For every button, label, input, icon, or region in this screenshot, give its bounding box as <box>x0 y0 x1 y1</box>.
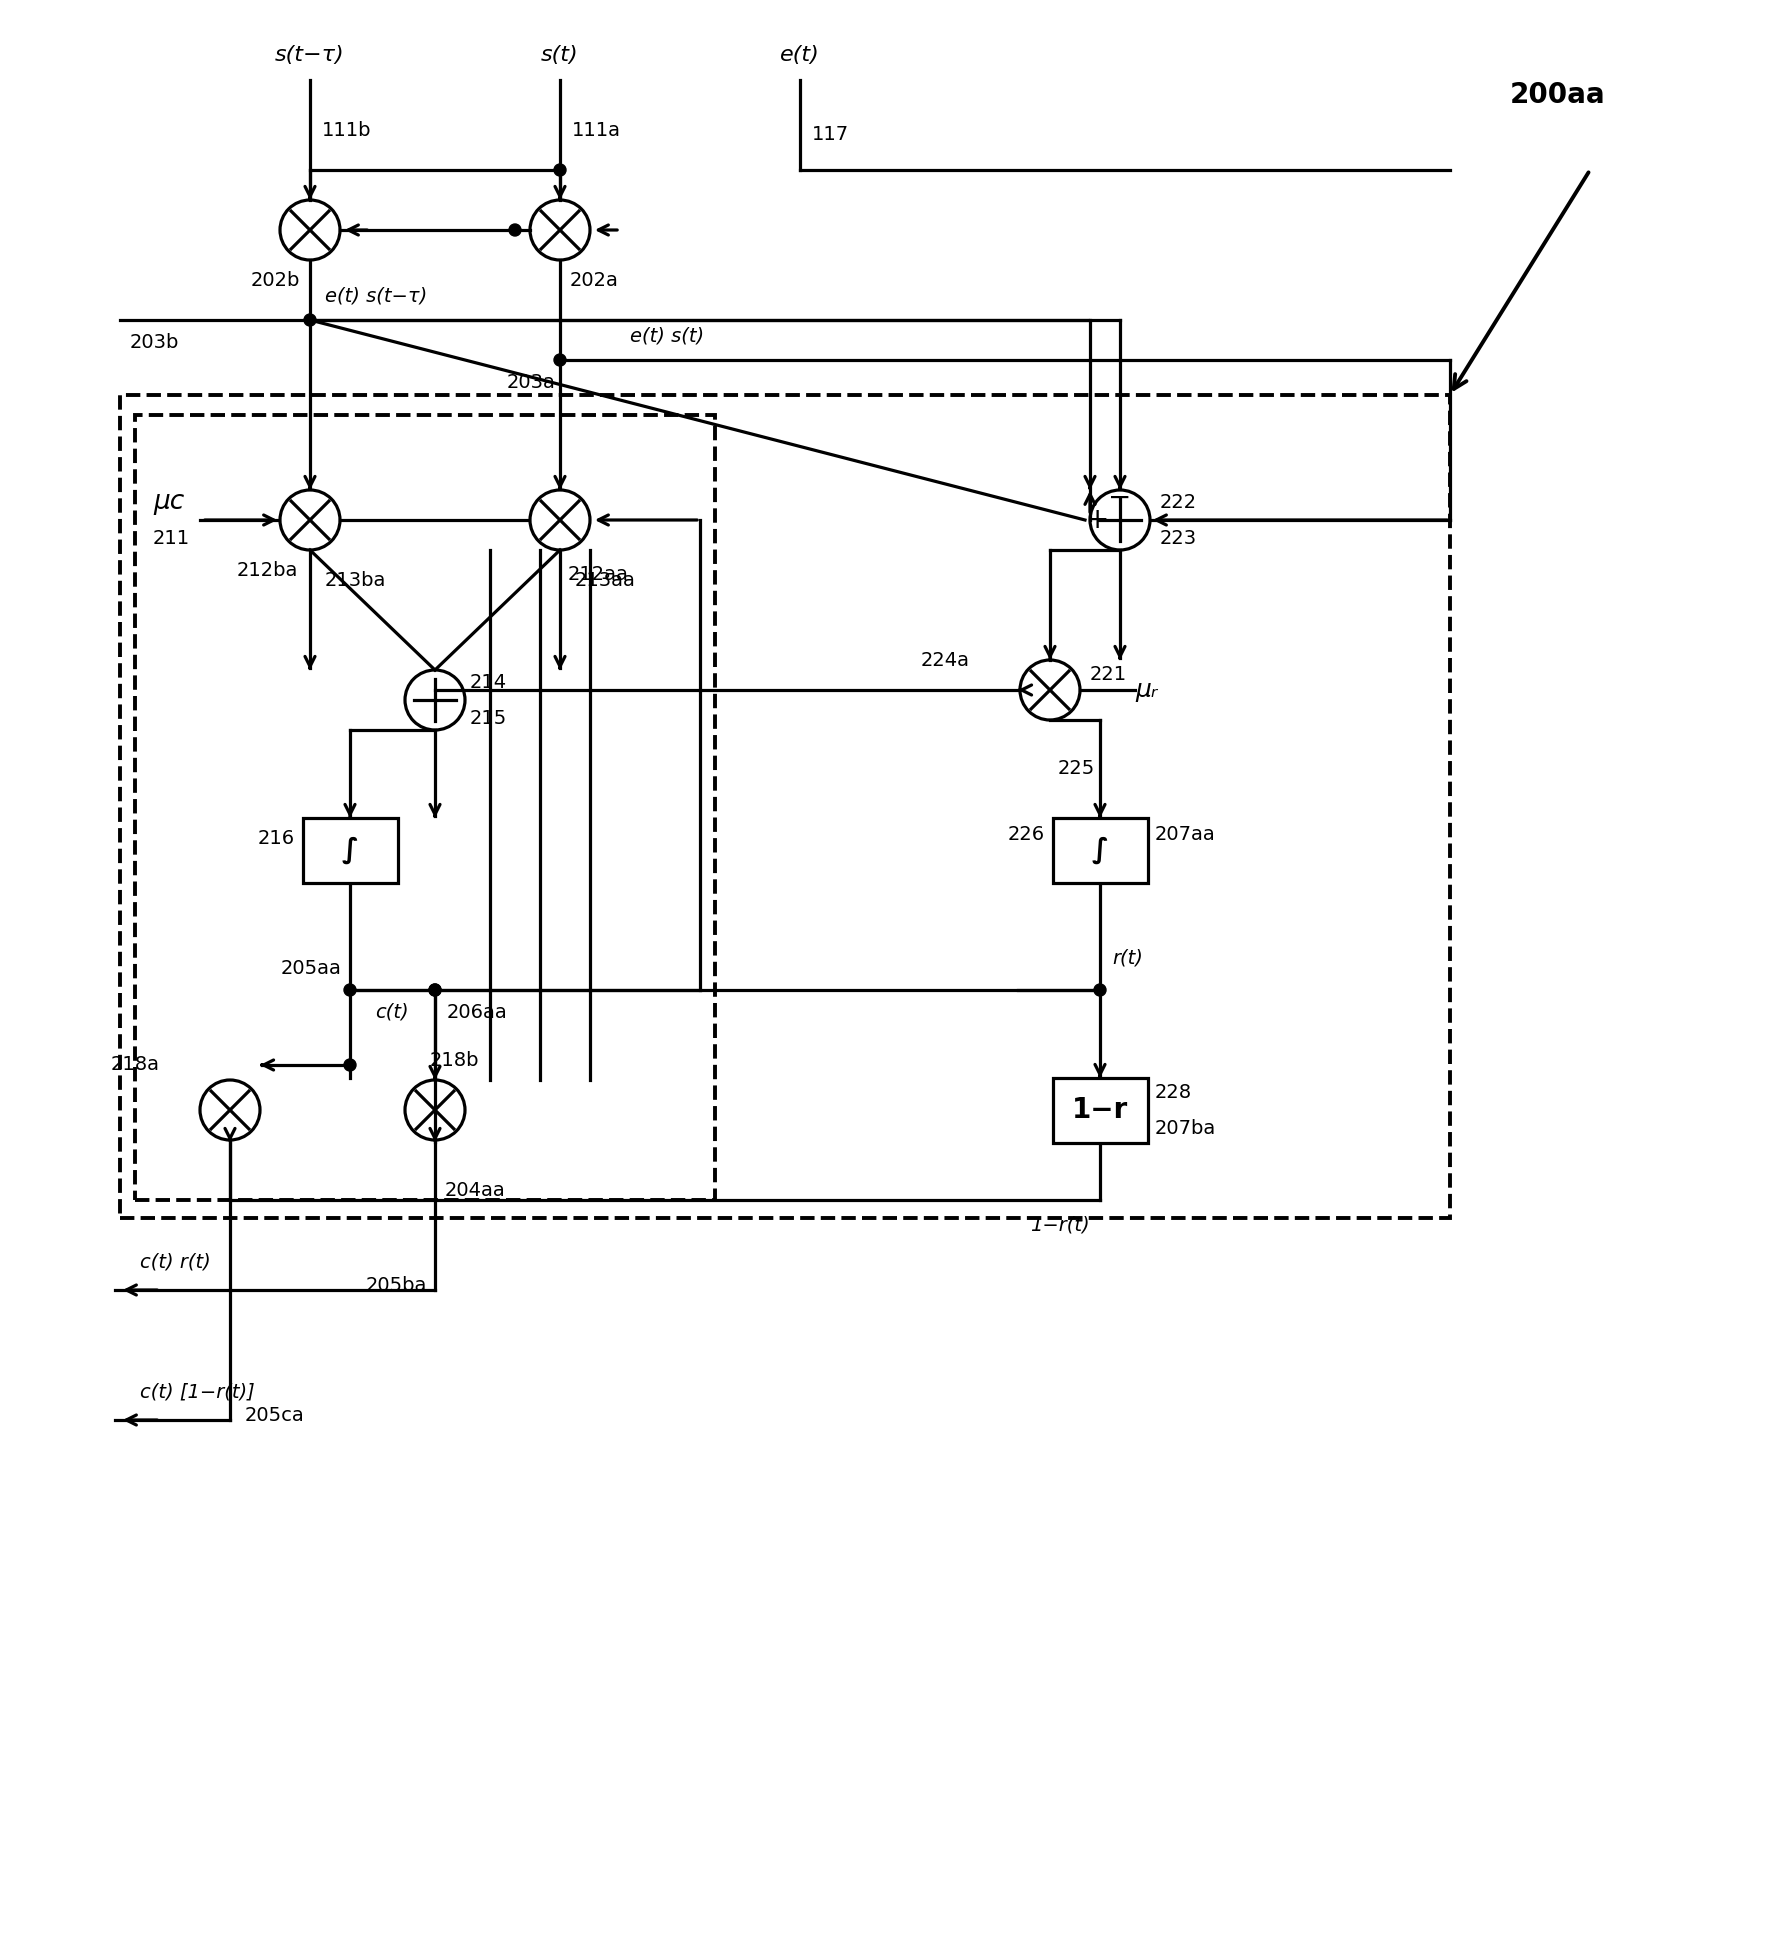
Text: 214: 214 <box>470 672 507 692</box>
Circle shape <box>554 163 566 177</box>
Text: s(t−τ): s(t−τ) <box>275 45 345 64</box>
Text: e(t): e(t) <box>780 45 820 64</box>
Text: 207aa: 207aa <box>1156 826 1216 845</box>
Bar <box>120 394 1450 1218</box>
Bar <box>302 818 398 882</box>
Text: 213ba: 213ba <box>325 571 386 589</box>
Text: ∫: ∫ <box>1091 835 1109 865</box>
Text: 213aa: 213aa <box>575 571 636 589</box>
Text: 111b: 111b <box>321 120 371 140</box>
Text: ∫: ∫ <box>341 835 359 865</box>
Text: 224a: 224a <box>922 651 970 670</box>
Text: 205ba: 205ba <box>366 1277 427 1294</box>
Text: 205aa: 205aa <box>280 958 341 977</box>
Text: 228: 228 <box>1156 1082 1191 1102</box>
Text: c(t) [1−r(t)]: c(t) [1−r(t)] <box>139 1383 255 1403</box>
Bar <box>136 416 714 1201</box>
Text: −: − <box>1109 484 1132 513</box>
Bar <box>1052 1078 1147 1142</box>
Circle shape <box>429 983 441 997</box>
Text: 202a: 202a <box>570 270 620 290</box>
Text: 1−r(t): 1−r(t) <box>1031 1216 1089 1234</box>
Text: 225: 225 <box>1057 760 1095 779</box>
Text: 212ba: 212ba <box>236 560 298 579</box>
Text: 200aa: 200aa <box>1509 82 1606 109</box>
Text: 207ba: 207ba <box>1156 1119 1216 1137</box>
Text: e(t) s(t−τ): e(t) s(t−τ) <box>325 286 427 305</box>
Text: 215: 215 <box>470 709 507 727</box>
Bar <box>1052 818 1147 882</box>
Text: c(t): c(t) <box>375 1003 409 1022</box>
Circle shape <box>345 1059 355 1071</box>
Text: 226: 226 <box>1007 826 1045 845</box>
Circle shape <box>429 983 441 997</box>
Circle shape <box>554 354 566 365</box>
Text: 205ca: 205ca <box>245 1407 305 1424</box>
Text: 117: 117 <box>813 126 848 144</box>
Text: μᴄ: μᴄ <box>154 490 184 515</box>
Circle shape <box>304 315 316 326</box>
Circle shape <box>509 223 522 235</box>
Text: 206aa: 206aa <box>446 1003 507 1022</box>
Text: 221: 221 <box>1089 666 1127 684</box>
Text: 204aa: 204aa <box>445 1181 505 1199</box>
Circle shape <box>345 983 355 997</box>
Circle shape <box>1095 983 1106 997</box>
Text: 218b: 218b <box>430 1051 479 1069</box>
Text: 216: 216 <box>257 828 295 847</box>
Text: 222: 222 <box>1159 492 1197 511</box>
Text: 202b: 202b <box>250 270 300 290</box>
Text: +: + <box>1086 505 1109 534</box>
Text: r(t): r(t) <box>1113 948 1143 968</box>
Text: e(t) s(t): e(t) s(t) <box>630 326 704 346</box>
Text: s(t): s(t) <box>541 45 579 64</box>
Text: μᵣ: μᵣ <box>1134 678 1157 701</box>
Text: c(t) r(t): c(t) r(t) <box>139 1253 211 1273</box>
Text: 211: 211 <box>154 528 189 548</box>
Text: 203a: 203a <box>505 373 555 391</box>
Text: 111a: 111a <box>572 120 622 140</box>
Text: 203b: 203b <box>130 332 179 352</box>
Text: 223: 223 <box>1159 528 1197 548</box>
Text: 1−r: 1−r <box>1072 1096 1129 1123</box>
Text: 212aa: 212aa <box>568 565 629 585</box>
Text: 218a: 218a <box>111 1055 161 1074</box>
